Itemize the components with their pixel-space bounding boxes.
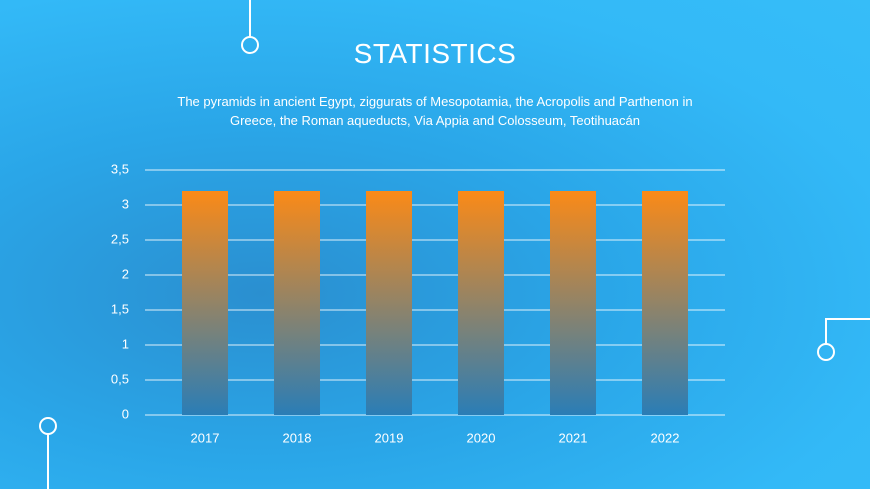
bar xyxy=(458,191,504,415)
x-tick-label: 2020 xyxy=(467,430,496,445)
x-tick-label: 2019 xyxy=(375,430,404,445)
y-tick-label: 2,5 xyxy=(111,231,129,246)
x-tick-label: 2017 xyxy=(191,430,220,445)
chart-title: STATISTICS xyxy=(353,38,517,69)
chart-subtitle: The pyramids in ancient Egypt, ziggurats… xyxy=(177,94,693,128)
bar xyxy=(274,191,320,415)
y-tick-label: 1 xyxy=(122,336,129,351)
y-tick-label: 0 xyxy=(122,406,129,421)
x-tick-label: 2021 xyxy=(559,430,588,445)
bar xyxy=(366,191,412,415)
y-tick-label: 0,5 xyxy=(111,371,129,386)
decoration xyxy=(39,0,870,489)
y-tick-label: 3 xyxy=(122,196,129,211)
y-tick-label: 1,5 xyxy=(111,301,129,316)
y-tick-label: 2 xyxy=(122,266,129,281)
bar xyxy=(642,191,688,415)
y-tick-label: 3,5 xyxy=(111,161,129,176)
x-tick-label: 2022 xyxy=(651,430,680,445)
bar xyxy=(550,191,596,415)
x-tick-label: 2018 xyxy=(283,430,312,445)
bar xyxy=(182,191,228,415)
